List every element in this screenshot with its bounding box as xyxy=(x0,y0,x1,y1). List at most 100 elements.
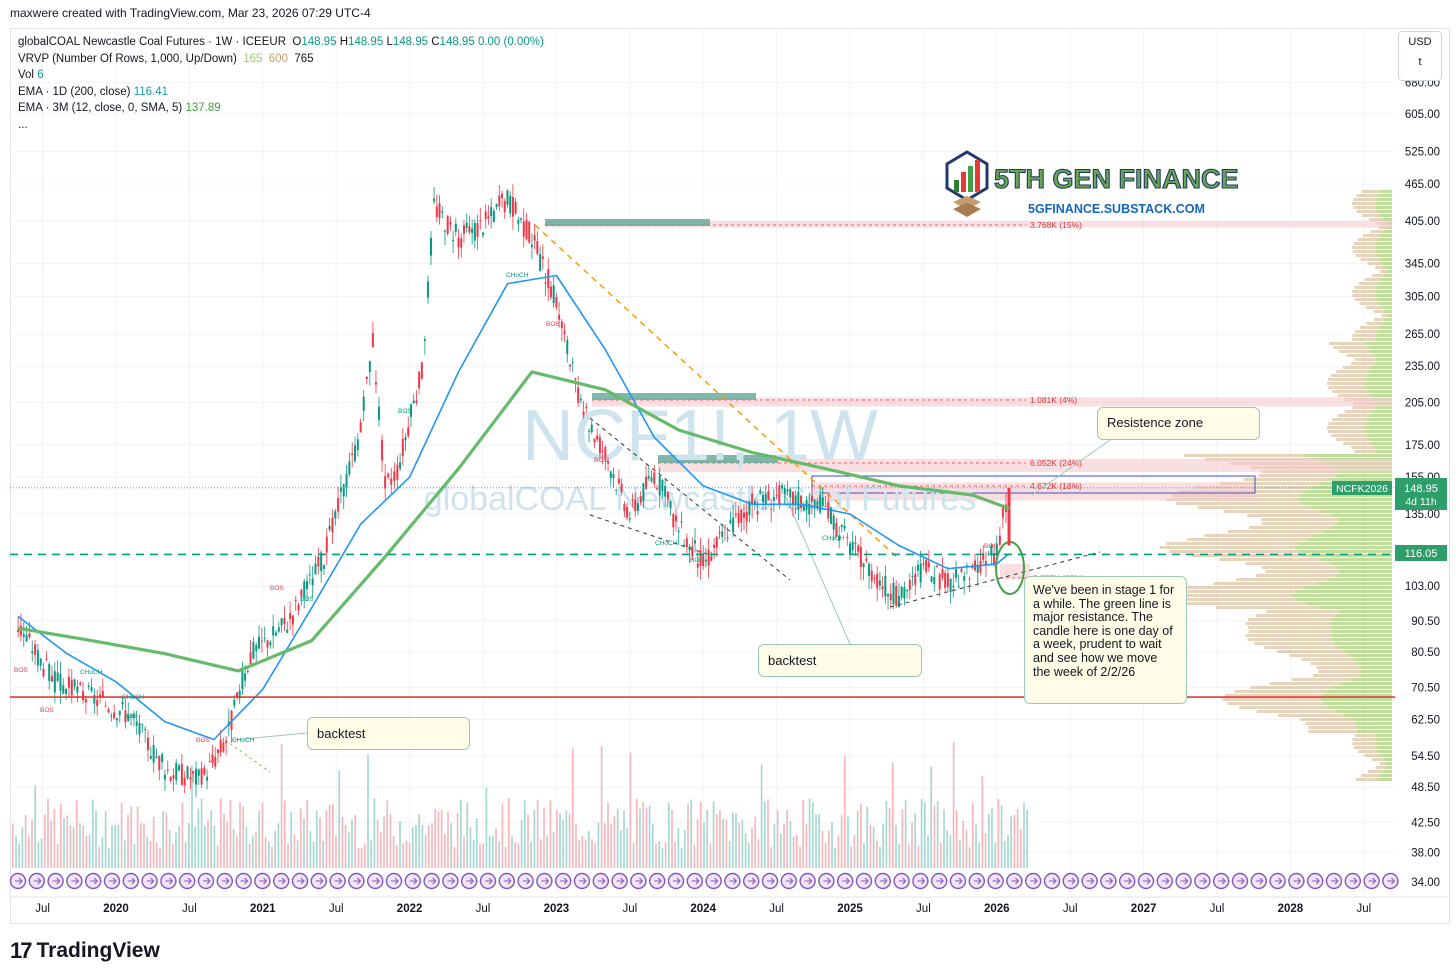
profile-bar xyxy=(1364,278,1381,281)
profile-bar xyxy=(1375,338,1392,341)
profile-bar xyxy=(1327,706,1392,709)
volume-bar xyxy=(357,847,360,868)
candle-body xyxy=(862,563,865,567)
volume-bar xyxy=(751,827,753,868)
resistance-callout[interactable]: Resistence zone xyxy=(1097,407,1260,440)
profile-bar xyxy=(1352,406,1376,409)
profile-bar xyxy=(1323,530,1392,533)
candle-body xyxy=(650,477,653,482)
price-tick-label: 235.00 xyxy=(1405,361,1440,373)
volume-bar xyxy=(808,798,811,868)
candle-body xyxy=(127,715,130,721)
stage-note-callout[interactable]: We've been in stage 1 for a while. The g… xyxy=(1024,576,1187,704)
profile-bar xyxy=(1352,742,1376,745)
volume-bar xyxy=(370,839,372,868)
candle-body xyxy=(216,749,219,754)
volume-bar xyxy=(600,745,603,868)
volume-bar xyxy=(47,798,49,868)
volume-bar xyxy=(306,799,308,868)
volume-bar xyxy=(79,823,81,868)
demand-block xyxy=(658,455,778,463)
brand-logo: 5TH GEN FINANCE 5GFINANCE.SUBSTACK.COM xyxy=(945,150,1239,217)
profile-bar xyxy=(1337,394,1370,397)
candle-body xyxy=(104,705,107,707)
profile-bar xyxy=(1334,574,1392,577)
profile-bar xyxy=(1184,454,1305,457)
legend-ema1-row: EMA · 1D (200, close) 116.41 xyxy=(18,85,169,98)
profile-bar xyxy=(1379,234,1392,237)
volume-bar xyxy=(351,819,353,868)
candle-body xyxy=(965,565,968,567)
event-arrow-icon xyxy=(1067,877,1076,885)
volume-bar xyxy=(325,810,328,868)
demand-block xyxy=(545,219,710,226)
profile-bar xyxy=(1376,450,1392,453)
structure-label: BOS xyxy=(124,713,138,720)
currency-selector[interactable]: USD t xyxy=(1398,31,1442,81)
candle-body xyxy=(99,694,102,697)
backtest-callout-left[interactable]: backtest xyxy=(307,717,470,750)
volume-bar xyxy=(514,842,516,868)
event-arrow-icon xyxy=(278,877,286,885)
profile-bar xyxy=(1344,714,1392,717)
volume-bar xyxy=(703,822,705,868)
volume-bar xyxy=(572,748,574,868)
profile-bar xyxy=(1357,662,1392,665)
profile-bar xyxy=(1301,658,1354,661)
profile-bar xyxy=(1361,774,1380,777)
candle-body xyxy=(110,715,113,717)
profile-bar xyxy=(1318,606,1392,609)
candle-body xyxy=(509,196,512,214)
volume-bar xyxy=(12,823,14,868)
structure-label: BOS xyxy=(196,737,210,744)
profile-bar xyxy=(1248,630,1332,633)
structure-label: CHoCH xyxy=(80,669,103,676)
tradingview-logo[interactable]: 17 TradingView xyxy=(10,938,160,964)
volume-bar xyxy=(975,824,977,868)
candle-body xyxy=(933,576,936,585)
profile-bar xyxy=(1378,302,1392,305)
candle-body xyxy=(291,615,294,625)
profile-bar xyxy=(1363,234,1380,237)
profile-bar xyxy=(1328,386,1366,389)
profile-bar xyxy=(1378,258,1392,261)
volume-bar xyxy=(1016,809,1019,868)
candle-body xyxy=(348,461,351,475)
candle-body xyxy=(623,503,626,512)
profile-bar xyxy=(1358,674,1392,677)
candle-body xyxy=(753,500,756,505)
structure-label: BOS xyxy=(984,543,998,550)
candle-body xyxy=(314,563,317,575)
volume-bar xyxy=(940,842,942,868)
candle-body xyxy=(371,333,374,348)
backtest-callout-mid[interactable]: backtest xyxy=(758,644,922,677)
profile-bar xyxy=(1339,610,1392,613)
candle-body xyxy=(911,576,914,578)
legend-more[interactable]: ... xyxy=(18,118,28,131)
profile-bar xyxy=(1365,378,1392,381)
profile-bar xyxy=(1375,334,1392,337)
volume-bar xyxy=(815,814,817,868)
volume-bar xyxy=(399,821,401,868)
price-tick-label: 42.50 xyxy=(1411,817,1440,829)
event-arrow-icon xyxy=(15,877,23,885)
volume-bar xyxy=(344,824,347,868)
volume-bar xyxy=(578,840,580,868)
profile-bar xyxy=(1328,422,1366,425)
candle-body xyxy=(495,204,498,207)
profile-bar xyxy=(1358,282,1379,285)
candle-body xyxy=(884,575,887,597)
candle-body xyxy=(90,687,93,691)
profile-bar xyxy=(1379,762,1387,765)
volume-bar xyxy=(309,831,312,868)
candle-body xyxy=(797,491,800,510)
profile-bar xyxy=(1354,286,1377,289)
profile-bar xyxy=(1365,386,1392,389)
profile-bar xyxy=(1334,642,1392,645)
contract-label: NCFK2026 xyxy=(1336,483,1388,495)
volume-bar xyxy=(898,844,900,868)
volume-bar xyxy=(863,842,865,868)
volume-bar xyxy=(456,812,459,868)
volume-bar xyxy=(191,765,193,868)
